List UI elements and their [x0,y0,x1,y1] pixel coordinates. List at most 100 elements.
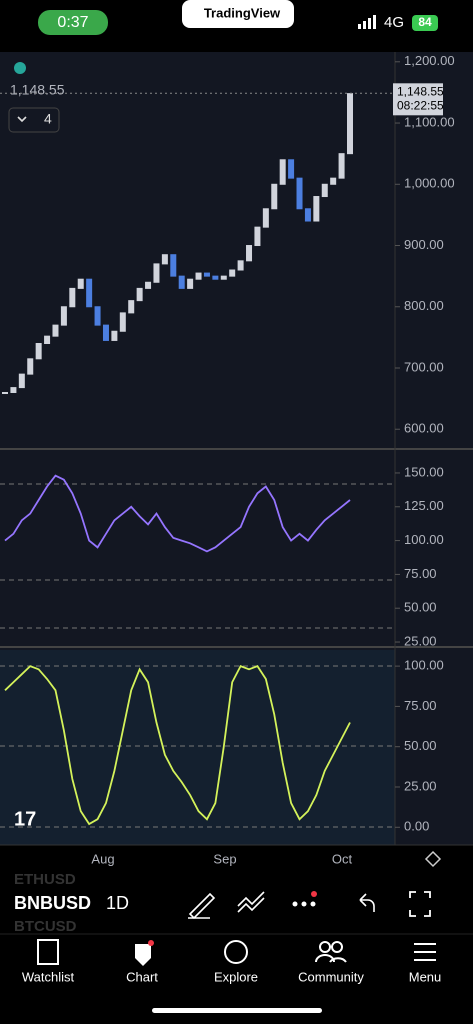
candle [2,391,8,394]
candle [86,278,93,308]
battery [412,15,438,31]
y-tick-label: 900.00 [404,237,444,252]
time-pill [38,10,108,35]
y-tick-label: 100.00 [404,658,444,673]
nav-label[interactable]: Community [298,969,364,984]
y-tick-label: 150.00 [404,464,444,479]
candle [347,93,353,155]
y-tick-label: 1,200.00 [404,53,455,68]
interval[interactable]: 1D [106,893,129,913]
signal [358,15,376,29]
candle [170,254,177,277]
y-tick-label: 50.00 [404,600,437,615]
candle [254,226,261,247]
candle [212,275,219,280]
toolbar [0,870,473,934]
indicator-count: 4 [44,111,52,127]
candle [304,208,311,222]
y-tick-label: 1,000.00 [404,176,455,191]
month-label: Aug [91,851,114,866]
candle [145,281,152,289]
candle [262,208,269,228]
candle [203,272,210,277]
app-badge [182,0,294,28]
watchlist-icon[interactable] [37,939,59,965]
menu-icon[interactable] [414,943,436,961]
y-tick-label: 75.00 [404,698,437,713]
candle [77,278,84,289]
watch-below: BTCUSD [14,918,77,935]
y-tick-label: 100.00 [404,532,444,547]
chart-badge [148,940,154,946]
candle [271,183,278,210]
chart-icon[interactable] [135,944,151,966]
nav-label[interactable]: Explore [214,969,258,984]
candle [94,306,101,326]
settings-icon[interactable] [424,850,442,868]
candle [237,260,244,271]
candle [187,278,194,289]
candle [27,358,34,375]
countdown: 08:22:55 [397,98,444,112]
y-tick-label: 50.00 [404,738,437,753]
candle [338,153,345,179]
candle [119,312,126,332]
candle [18,373,25,389]
y-tick-label: 700.00 [404,359,444,374]
home-indicator [152,1008,322,1013]
month-label: Sep [213,851,236,866]
candle [69,287,76,308]
community-icon[interactable] [315,941,347,963]
y-tick-label: 125.00 [404,498,444,513]
battery-level: 84 [418,15,432,29]
y-tick-label: 25.00 [404,778,437,793]
y-tick-label: 1,100.00 [404,114,455,129]
candle [195,272,202,280]
candle [153,263,160,283]
candle [330,177,337,185]
candle [279,159,286,185]
candle [246,245,253,262]
nav-label[interactable]: Chart [126,969,158,984]
draw-icon[interactable] [188,892,216,920]
undo-icon[interactable] [359,893,375,912]
nav-label[interactable]: Watchlist [22,969,75,984]
watch-above: ETHUSD [14,871,76,888]
candle [52,324,59,337]
candle [178,275,185,289]
candle [136,287,143,302]
stoch-band [0,650,395,845]
explore-icon[interactable] [224,940,248,964]
candle [296,177,303,210]
candle [321,183,328,198]
tv-logo: 17 [14,808,36,830]
candle [102,324,109,341]
month-label: Oct [332,851,353,866]
fullscreen-icon[interactable] [409,891,431,917]
chevron [17,116,27,123]
candle [128,300,135,314]
symbol[interactable]: BNBUSD [14,893,91,913]
more-icon[interactable] [292,891,318,907]
nav-label[interactable]: Menu [409,969,442,984]
candle [220,275,227,280]
price-label: 1,148.55 [10,82,65,98]
y-tick-label: 600.00 [404,421,444,436]
last-price-box [393,83,443,116]
y-tick-label: 75.00 [404,566,437,581]
candle [111,330,118,341]
candle [229,269,236,277]
network: 4G [384,14,404,31]
app-name: TradingView [204,5,281,20]
trend-icon[interactable] [237,891,265,913]
candle [10,387,17,393]
stoch-line [4,664,351,826]
candle [35,343,42,360]
y-tick-label: 25.00 [404,633,437,648]
candle [288,159,295,179]
candle [313,196,320,222]
indicator-toggle[interactable] [8,107,60,133]
y-tick-label: 0.00 [404,819,429,834]
candle [60,306,67,326]
